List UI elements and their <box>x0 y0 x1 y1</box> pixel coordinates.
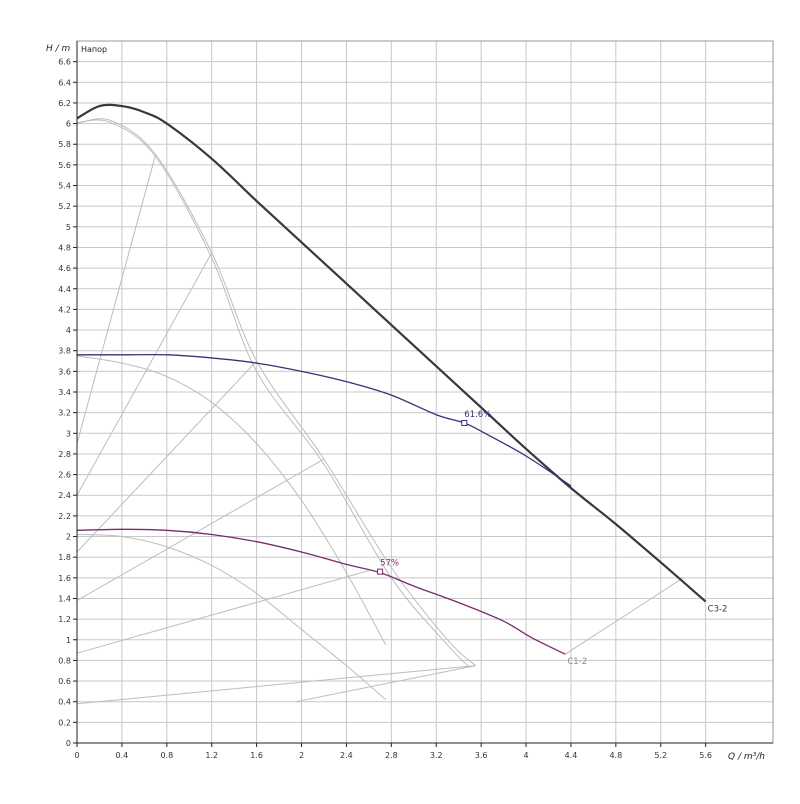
y-tick-label: 3.8 <box>58 347 71 356</box>
y-tick-label: 0.2 <box>58 718 71 727</box>
reference-curve <box>76 154 157 444</box>
y-tick-label: 5.4 <box>58 182 71 191</box>
y-tick-label: 1.4 <box>58 594 71 603</box>
x-tick-label: 4.8 <box>609 751 622 760</box>
reference-curve <box>76 665 476 705</box>
x-tick-label: 3.6 <box>475 751 488 760</box>
series-line <box>76 528 566 655</box>
y-tick-label: 5.6 <box>58 161 71 170</box>
x-tick-label: 2.8 <box>385 751 398 760</box>
efficiency-label: 61.6% <box>464 410 491 420</box>
curve-end-label: C1-2 <box>567 657 587 667</box>
grid <box>76 41 773 744</box>
y-tick-label: 2.6 <box>58 471 71 480</box>
x-tick-label: 2 <box>299 751 304 760</box>
y-tick-label: 5.2 <box>58 202 71 211</box>
operating-point-markers: 61.6% 57% C3-2 C1-2 <box>377 410 728 667</box>
axes <box>73 40 774 747</box>
y-tick-label: 4.6 <box>58 264 71 273</box>
x-tick-label: 0.8 <box>160 751 173 760</box>
y-tick-label: 2 <box>66 533 71 542</box>
x-tick-label: 0.4 <box>116 751 129 760</box>
y-tick-label: 6.4 <box>58 78 71 87</box>
y-tick-label: 4.8 <box>58 243 71 252</box>
reference-curve <box>76 360 257 553</box>
series-line <box>76 103 707 603</box>
reference-curve <box>76 252 213 496</box>
x-tick-label: 1.6 <box>250 751 263 760</box>
x-tick-label: 0 <box>74 751 79 760</box>
reference-curve <box>76 355 387 646</box>
reference-lines <box>76 118 684 705</box>
y-tick-label: 0.4 <box>58 698 71 707</box>
y-tick-label: 5.8 <box>58 140 71 149</box>
reference-curve <box>76 458 325 601</box>
y-axis-label: H / m <box>46 44 71 54</box>
y-tick-label: 2.2 <box>58 512 71 521</box>
series-line <box>77 353 572 487</box>
y-tick-label: 4.4 <box>58 285 71 294</box>
y-tick-label: 0.6 <box>58 677 71 686</box>
series-lines <box>76 103 707 655</box>
operating-point-marker <box>377 568 384 575</box>
x-tick-label: 1.2 <box>205 751 218 760</box>
efficiency-label: 57% <box>380 559 399 569</box>
y-tick-label: 1.6 <box>58 574 71 583</box>
y-tick-label: 4.2 <box>58 305 71 314</box>
reference-curve <box>76 119 471 668</box>
y-tick-label: 6 <box>66 120 71 129</box>
chart-title: Напор <box>81 45 107 54</box>
x-tick-label: 4.4 <box>565 751 578 760</box>
y-tick-label: 0 <box>66 739 71 748</box>
y-tick-label: 3 <box>66 429 71 438</box>
y-tick-label: 1.8 <box>58 553 71 562</box>
y-tick-label: 3.2 <box>58 409 71 418</box>
reference-curve <box>565 577 684 655</box>
y-tick-label: 3.4 <box>58 388 71 397</box>
y-tick-label: 1.2 <box>58 615 71 624</box>
y-tick-label: 4 <box>66 326 71 335</box>
x-tick-label: 2.4 <box>340 751 353 760</box>
operating-point-marker <box>461 419 468 426</box>
curve-end-label: C3-2 <box>708 605 728 615</box>
y-tick-label: 2.8 <box>58 450 71 459</box>
reference-curve <box>295 665 476 703</box>
reference-curve <box>76 570 370 654</box>
x-axis-label: Q / m³/h <box>728 752 765 762</box>
y-tick-label: 2.4 <box>58 491 71 500</box>
x-tick-label: 3.2 <box>430 751 443 760</box>
x-tick-label: 4 <box>523 751 528 760</box>
reference-curve <box>76 533 387 701</box>
y-tick-label: 1 <box>66 636 71 645</box>
y-tick-label: 3.6 <box>58 367 71 376</box>
y-tick-label: 6.2 <box>58 99 71 108</box>
x-tick-label: 5.2 <box>654 751 667 760</box>
y-tick-label: 6.6 <box>58 58 71 67</box>
reference-curve <box>76 118 476 666</box>
x-tick-label: 5.6 <box>699 751 712 760</box>
tick-labels: 0 0.4 0.8 1.2 1.6 2 2.4 2.8 3.2 3.6 4 4.4 4.8 5.2 5.6 0… <box>58 58 712 760</box>
y-tick-label: 5 <box>66 223 71 232</box>
y-tick-label: 0.8 <box>58 656 71 665</box>
